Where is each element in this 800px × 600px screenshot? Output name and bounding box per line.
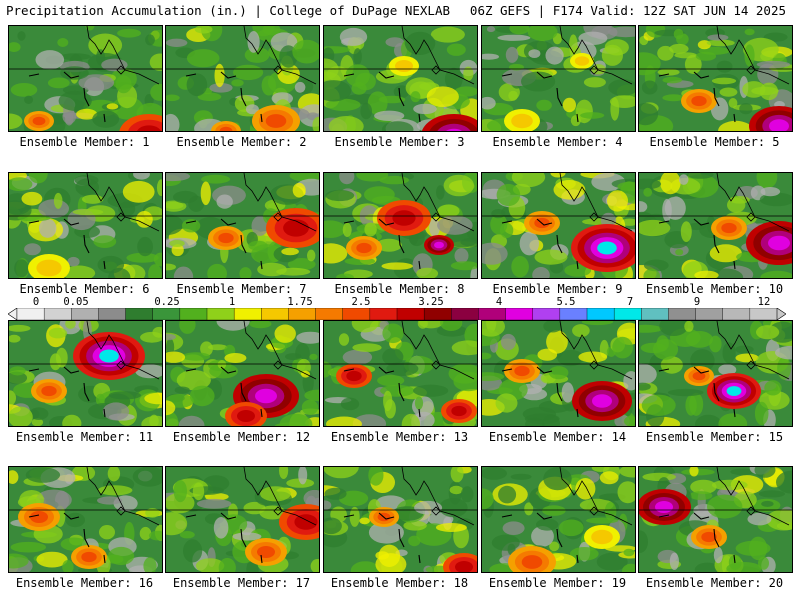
ensemble-member-label: Ensemble Member: 3: [334, 135, 465, 149]
colorbar-tick-label: 5.5: [556, 296, 576, 308]
colorbar-swatch: [641, 308, 669, 320]
ensemble-member-label: Ensemble Member: 16: [15, 576, 154, 590]
colorbar-swatch: [722, 308, 751, 320]
colorbar-tick-label: 1.75: [287, 296, 313, 308]
ensemble-member-label: Ensemble Member: 4: [492, 135, 623, 149]
ensemble-map-11: [8, 320, 163, 427]
ensemble-member-label: Ensemble Member: 10: [645, 282, 784, 296]
ensemble-member-label: Ensemble Member: 19: [488, 576, 627, 590]
ensemble-map-18: [323, 466, 478, 573]
ensemble-member-label: Ensemble Member: 6: [19, 282, 150, 296]
colorbar-swatch: [396, 308, 425, 320]
colorbar-left-arrow: [8, 308, 18, 320]
ensemble-map-2: [165, 25, 320, 132]
ensemble-member-label: Ensemble Member: 18: [330, 576, 469, 590]
ensemble-member-label: Ensemble Member: 11: [15, 430, 154, 444]
page-title: Precipitation Accumulation (in.) | Colle…: [6, 3, 451, 18]
ensemble-map-3: [323, 25, 478, 132]
colorbar-swatch: [179, 308, 208, 320]
colorbar-tick-label: 4: [495, 296, 503, 308]
colorbar-swatch: [695, 308, 724, 320]
ensemble-map-7: [165, 172, 320, 279]
ensemble-map-15: [638, 320, 793, 427]
colorbar-swatch: [206, 308, 235, 320]
ensemble-map-14: [481, 320, 636, 427]
colorbar-tick-label: 0: [32, 296, 40, 308]
colorbar-swatch: [505, 308, 534, 320]
ensemble-map-10: [638, 172, 793, 279]
ensemble-member-label: Ensemble Member: 1: [19, 135, 150, 149]
colorbar-swatch: [288, 308, 317, 320]
ensemble-map-13: [323, 320, 478, 427]
ensemble-member-label: Ensemble Member: 7: [176, 282, 307, 296]
colorbar-right-arrow: [776, 308, 786, 320]
colorbar-tick-label: 1: [228, 296, 236, 308]
ensemble-member-label: Ensemble Member: 13: [330, 430, 469, 444]
ensemble-member-label: Ensemble Member: 12: [172, 430, 311, 444]
colorbar-swatch: [261, 308, 289, 320]
colorbar-swatch: [478, 308, 507, 320]
ensemble-map-8: [323, 172, 478, 279]
colorbar-swatch: [369, 308, 398, 320]
colorbar-tick-label: 2.5: [351, 296, 371, 308]
colorbar-swatch: [586, 308, 615, 320]
colorbar-swatch: [315, 308, 344, 320]
ensemble-map-20: [638, 466, 793, 573]
colorbar-swatch: [125, 308, 154, 320]
colorbar-swatch: [451, 308, 479, 320]
colorbar-tick-label: 0.05: [63, 296, 89, 308]
colorbar-tick-label: 7: [626, 296, 634, 308]
colorbar-swatch: [668, 308, 697, 320]
ensemble-map-17: [165, 466, 320, 573]
ensemble-map-5: [638, 25, 793, 132]
ensemble-member-label: Ensemble Member: 2: [176, 135, 307, 149]
colorbar-swatch: [559, 308, 588, 320]
ensemble-member-label: Ensemble Member: 5: [649, 135, 780, 149]
colorbar-swatch: [16, 308, 45, 320]
ensemble-member-label: Ensemble Member: 17: [172, 576, 311, 590]
ensemble-member-label: Ensemble Member: 20: [645, 576, 784, 590]
ensemble-member-label: Ensemble Member: 14: [488, 430, 627, 444]
colorbar-tick-label: 3.25: [418, 296, 444, 308]
precip-colorbar: [8, 308, 786, 320]
ensemble-member-label: Ensemble Member: 8: [334, 282, 465, 296]
forecast-valid-time: 06Z GEFS | F174 Valid: 12Z SAT JUN 14 20…: [469, 3, 786, 18]
colorbar-swatch: [152, 308, 181, 320]
colorbar-swatch: [43, 308, 72, 320]
colorbar-tick-label: 0.25: [154, 296, 180, 308]
ensemble-map-9: [481, 172, 636, 279]
colorbar-swatch: [423, 308, 452, 320]
ensemble-map-4: [481, 25, 636, 132]
colorbar-swatch: [71, 308, 99, 320]
colorbar-swatch: [233, 308, 262, 320]
ensemble-map-12: [165, 320, 320, 427]
colorbar-tick-label: 9: [693, 296, 701, 308]
colorbar-swatch: [532, 308, 561, 320]
ensemble-map-1: [8, 25, 163, 132]
ensemble-map-6: [8, 172, 163, 279]
ensemble-member-label: Ensemble Member: 9: [492, 282, 623, 296]
ensemble-map-19: [481, 466, 636, 573]
ensemble-map-16: [8, 466, 163, 573]
colorbar-tick-label: 12: [757, 296, 771, 308]
colorbar-swatch: [98, 308, 127, 320]
colorbar-swatch: [749, 308, 778, 320]
colorbar-swatch: [342, 308, 371, 320]
colorbar-swatch: [613, 308, 642, 320]
ensemble-member-label: Ensemble Member: 15: [645, 430, 784, 444]
